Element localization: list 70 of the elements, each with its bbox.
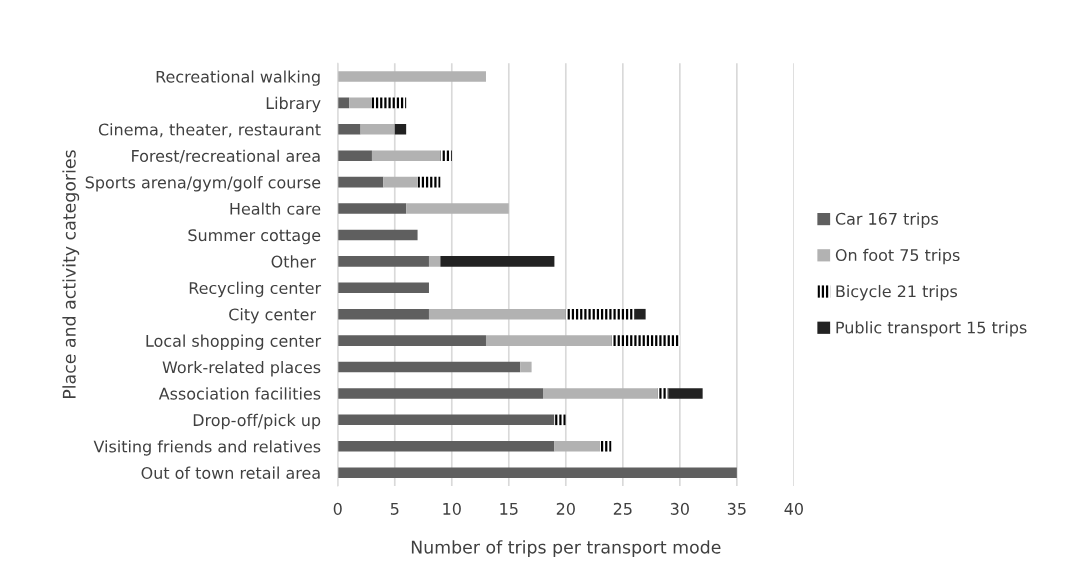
bar xyxy=(337,388,543,399)
y-tick-label: Local shopping center xyxy=(146,334,322,350)
bar xyxy=(611,335,680,346)
y-tick-label: City center xyxy=(229,308,316,324)
bar xyxy=(337,440,555,452)
bar xyxy=(337,414,555,426)
bar xyxy=(337,256,429,267)
y-tick-label: Forest/recreational area xyxy=(132,149,320,164)
y-tick-label: Association facilities xyxy=(158,387,321,400)
bar xyxy=(337,176,384,188)
legend-label: Public transport 15 trips xyxy=(836,321,1027,337)
bar xyxy=(428,308,566,320)
x-tick-label: 30 xyxy=(670,502,689,515)
bar xyxy=(371,97,407,109)
bar xyxy=(394,124,407,135)
y-tick-label: Drop-off/pick up xyxy=(193,413,321,430)
legend-label: On foot 75 trips xyxy=(835,248,960,265)
y-tick-label: Visiting friends and relatives xyxy=(93,440,321,456)
bar xyxy=(349,97,372,109)
y-tick-label: Summer cottage xyxy=(188,229,321,245)
y-tick-label: Recycling center xyxy=(189,281,322,298)
bar xyxy=(337,308,429,320)
bar xyxy=(440,256,555,267)
bar xyxy=(485,335,612,346)
x-tick-label: 40 xyxy=(784,502,803,515)
bar xyxy=(337,71,486,82)
bar xyxy=(337,97,350,109)
x-tick-label: 10 xyxy=(443,502,461,515)
x-tick-label: 25 xyxy=(613,502,632,515)
x-tick-label: 35 xyxy=(727,502,746,515)
y-tick-label: Health care xyxy=(230,202,321,215)
bar xyxy=(565,308,635,320)
x-tick-label: 15 xyxy=(500,503,518,515)
bar xyxy=(634,308,646,320)
bar xyxy=(440,150,452,161)
bar xyxy=(337,282,429,294)
x-tick-label: 5 xyxy=(390,503,399,515)
bar xyxy=(371,150,441,161)
bar xyxy=(383,176,418,188)
bar xyxy=(520,361,532,373)
bar xyxy=(337,467,737,478)
bar xyxy=(337,150,372,161)
bar xyxy=(417,176,441,188)
bar xyxy=(554,440,601,452)
y-tick-label: Recreational walking xyxy=(156,70,320,86)
y-tick-label: Other xyxy=(271,255,316,268)
bar xyxy=(428,256,441,267)
bar xyxy=(337,335,486,346)
bar xyxy=(657,388,669,399)
y-tick-label: Cinema, theater, restaurant xyxy=(98,123,321,138)
y-tick-label: Library xyxy=(266,96,321,113)
bar xyxy=(337,124,361,135)
bar xyxy=(406,203,509,214)
y-tick-label: Work-related places xyxy=(162,360,321,377)
bar xyxy=(543,388,658,399)
bar xyxy=(337,229,418,241)
x-tick-label: 0 xyxy=(333,502,342,515)
y-tick-label: Sports arena/gym/golf course xyxy=(85,176,321,192)
x-tick-label: 20 xyxy=(556,502,575,515)
legend-label: Car 167 trips xyxy=(835,212,939,228)
bar xyxy=(600,440,612,452)
bar xyxy=(337,361,521,373)
y-axis-title: Place and activity categories xyxy=(62,150,80,399)
bar xyxy=(668,388,703,399)
x-axis-title: Number of trips per transport mode xyxy=(411,540,721,558)
y-tick-label: Out of town retail area xyxy=(141,466,320,479)
bar xyxy=(337,203,407,214)
bar xyxy=(554,414,566,426)
legend-label: Bicycle 21 trips xyxy=(836,284,958,301)
bar xyxy=(360,124,395,135)
